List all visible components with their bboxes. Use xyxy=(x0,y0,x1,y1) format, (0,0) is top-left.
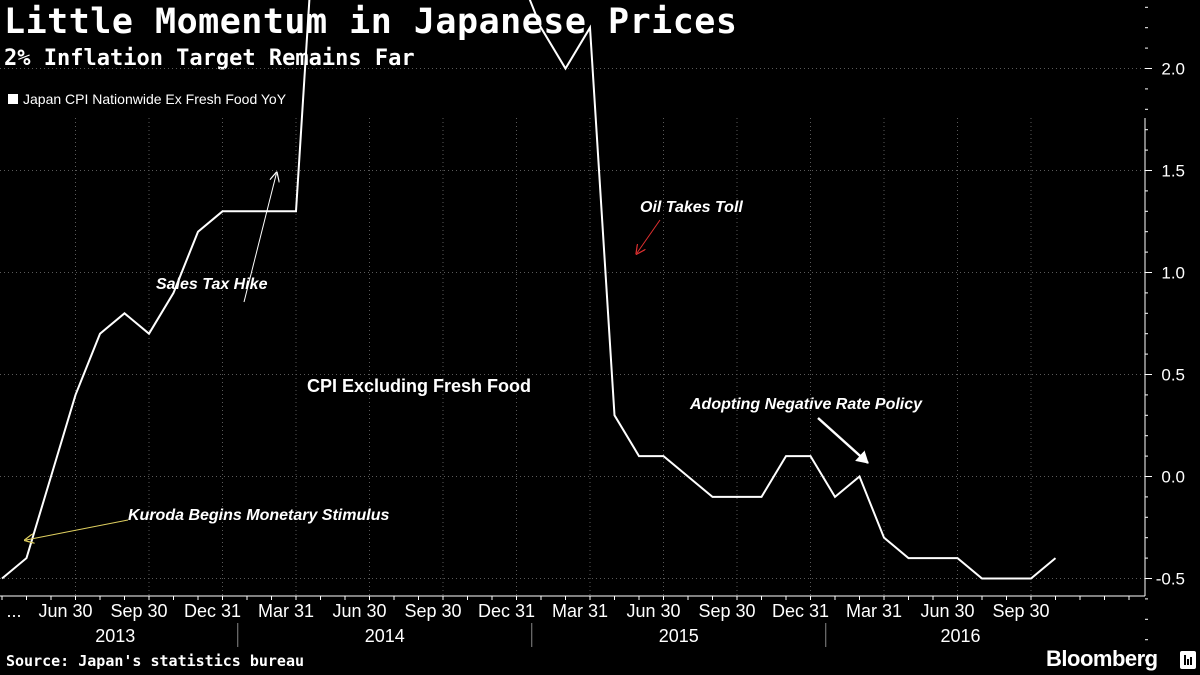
annotation-arrow-oil xyxy=(637,219,661,253)
x-tick-label: Sep 30 xyxy=(698,601,755,621)
x-tick-label: Jun 30 xyxy=(626,601,680,621)
y-tick-label: 1.0 xyxy=(1161,264,1185,283)
x-tick-label: Jun 30 xyxy=(38,601,92,621)
brand-name: Bloomberg xyxy=(1046,646,1158,671)
x-tick-label: Sep 30 xyxy=(404,601,461,621)
x-tick-label: Mar 31 xyxy=(846,601,902,621)
annotations: Sales Tax Hike Oil Takes Toll CPI Excludin… xyxy=(26,174,923,541)
year-label: 2013 xyxy=(95,626,135,646)
x-tick-label: Dec 31 xyxy=(772,601,829,621)
x-tick-label: Dec 31 xyxy=(184,601,241,621)
legend-label: Japan CPI Nationwide Ex Fresh Food YoY xyxy=(23,91,287,107)
y-tick-label: 0.0 xyxy=(1161,468,1185,487)
grid xyxy=(0,68,1145,596)
x-tick-label: Dec 31 xyxy=(478,601,535,621)
annotation-arrow-negative-rate xyxy=(817,417,869,464)
legend-swatch xyxy=(8,94,18,104)
bloomberg-logo-icon xyxy=(1180,651,1196,669)
series-line xyxy=(1,0,1057,580)
annotation-negative-rate: Adopting Negative Rate Policy xyxy=(689,396,923,413)
x-tick-label: Sep 30 xyxy=(992,601,1049,621)
annotation-arrow-kuroda xyxy=(26,519,129,540)
annotation-kuroda: Kuroda Begins Monetary Stimulus xyxy=(128,507,389,524)
series xyxy=(1,0,1057,580)
annotation-sales-tax-hike: Sales Tax Hike xyxy=(156,276,268,293)
y-tick-label: -0.5 xyxy=(1156,570,1185,589)
year-label: 2014 xyxy=(365,626,405,646)
y-tick-label: 0.5 xyxy=(1161,366,1185,385)
x-tick-label: Mar 31 xyxy=(552,601,608,621)
chart-title: Little Momentum in Japanese Prices xyxy=(4,2,738,42)
legend: Japan CPI Nationwide Ex Fresh Food YoY xyxy=(8,91,286,107)
annotation-arrow-sales-tax xyxy=(243,174,276,303)
x-tick-label: Sep 30 xyxy=(110,601,167,621)
annotation-series-label: CPI Excluding Fresh Food xyxy=(307,376,531,396)
x-tick-label: Mar 31 xyxy=(258,601,314,621)
y-tick-label: 1.5 xyxy=(1161,162,1185,181)
x-tick-label: Jun 30 xyxy=(920,601,974,621)
y-tick-label: 2.0 xyxy=(1161,60,1185,79)
x-tick-label: Jun 30 xyxy=(332,601,386,621)
year-label: 2016 xyxy=(940,626,980,646)
chart-subtitle: 2% Inflation Target Remains Far xyxy=(4,46,415,71)
year-label: 2015 xyxy=(659,626,699,646)
annotation-oil-takes-toll: Oil Takes Toll xyxy=(640,199,743,216)
source-note: Source: Japan's statistics bureau xyxy=(6,652,305,670)
y-tick-label: -1.0 xyxy=(1156,672,1185,675)
x-tick-label: ... xyxy=(6,601,21,621)
